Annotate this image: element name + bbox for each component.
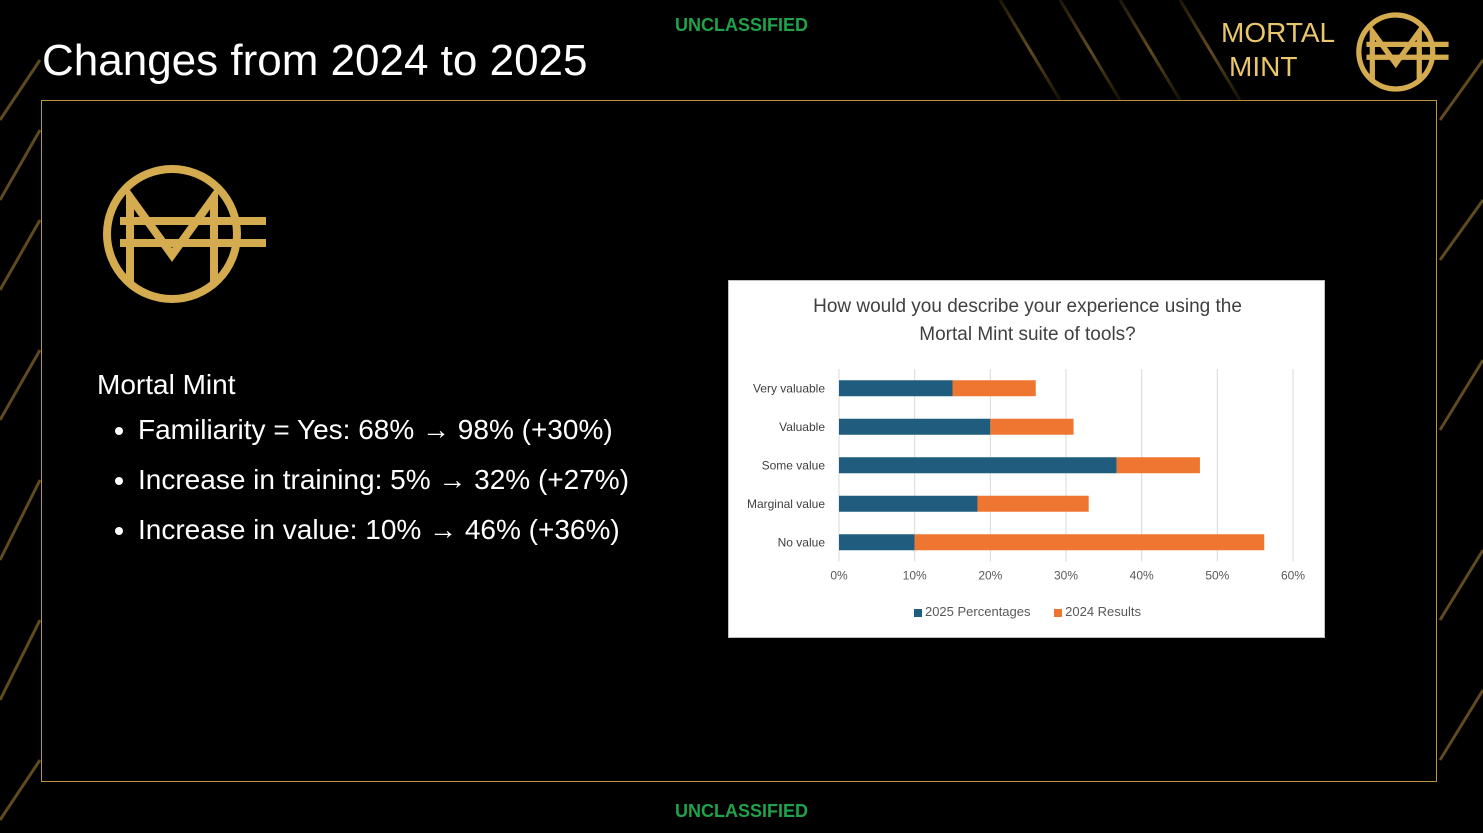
y-category-label: No value: [778, 535, 826, 549]
mortal-mint-logo-icon: [1356, 12, 1449, 92]
legend-swatch-2025: [913, 608, 922, 617]
bullet-list: Familiarity = Yes: 68% → 98% (+30%) Incr…: [96, 405, 629, 555]
chart-legend: 2025 Percentages 2024 Results: [729, 604, 1326, 619]
legend-label-2024: 2024 Results: [1065, 604, 1142, 619]
brand-line-1: MORTAL: [1221, 17, 1336, 48]
bar-2024: [952, 380, 1036, 397]
content-panel: Mortal Mint Familiarity = Yes: 68% → 98%…: [41, 100, 1437, 782]
bar-2024: [977, 495, 1089, 512]
bar-2025: [839, 534, 915, 551]
x-tick-label: 20%: [978, 569, 1002, 583]
bar-2024: [914, 534, 1265, 551]
bar-2025: [839, 457, 1117, 474]
chart-title-line: How would you describe your experience u…: [813, 296, 1242, 317]
y-category-label: Valuable: [779, 420, 825, 434]
bullet-item: Increase in value: 10% → 46% (+36%): [138, 505, 629, 555]
classification-banner-top: UNCLASSIFIED: [674, 15, 808, 35]
bullet-item: Familiarity = Yes: 68% → 98% (+30%): [138, 405, 629, 455]
page-title: Changes from 2024 to 2025: [42, 36, 588, 85]
brand-line-2: MINT: [1229, 51, 1298, 82]
chart-plot: 0% 10% 20% 30% 40% 50% 60% Very valuable Valuabl…: [747, 369, 1305, 583]
legend-item-2024: 2024 Results: [1054, 604, 1141, 619]
y-category-label: Some value: [762, 458, 826, 472]
bar-2025: [839, 418, 991, 435]
legend-label-2025: 2025 Percentages: [924, 604, 1031, 619]
legend-swatch-2024: [1054, 608, 1063, 617]
x-tick-label: 10%: [903, 569, 927, 583]
chart-title-line: Mortal Mint suite of tools?: [919, 324, 1136, 345]
classification-banner-bottom: UNCLASSIFIED: [674, 801, 808, 821]
mortal-mint-emblem-icon: [103, 165, 266, 303]
x-tick-label: 40%: [1130, 569, 1154, 583]
bullet-item: Increase in training: 5% → 32% (+27%): [138, 455, 629, 505]
brand-wordmark: MORTAL MINT: [1221, 16, 1335, 84]
bar-2024: [1116, 457, 1200, 474]
legend-item-2025: 2025 Percentages: [913, 604, 1031, 619]
x-tick-label: 60%: [1281, 569, 1305, 583]
x-tick-label: 50%: [1205, 569, 1229, 583]
bar-2024: [990, 418, 1074, 435]
x-tick-label: 0%: [830, 569, 848, 583]
bar-2025: [839, 495, 978, 512]
y-category-label: Marginal value: [747, 497, 825, 511]
bar-2025: [839, 380, 953, 397]
chart-title: How would you describe your experience u…: [729, 293, 1326, 349]
bar-chart: How would you describe your experience u…: [728, 280, 1325, 638]
x-tick-label: 30%: [1054, 569, 1078, 583]
y-category-label: Very valuable: [753, 381, 825, 395]
section-heading: Mortal Mint: [97, 369, 236, 400]
